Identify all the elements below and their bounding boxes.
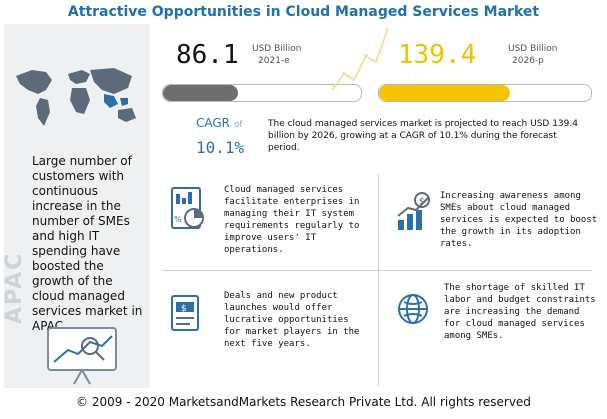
cagr-text: CAGR (196, 116, 231, 130)
metric-start-meta: USD Billion 2021-e (252, 44, 301, 66)
metric-end: 139.4 (398, 40, 476, 70)
metric-start-unit: USD Billion (252, 44, 302, 54)
metric-end-meta: USD Billion 2026-p (508, 44, 557, 66)
card-4-text: The shortage of skilled IT labor and bud… (444, 283, 596, 341)
metric-start-year: 2021-e (258, 56, 290, 66)
metric-start-bar (162, 84, 362, 102)
presentation-board-icon (47, 327, 117, 385)
metric-start: 86.1 (176, 40, 239, 70)
metric-end-year: 2026-p (512, 56, 544, 66)
svg-text:%: % (174, 215, 182, 224)
metric-start-value: 86.1 (176, 40, 239, 70)
cagr-value: 10.1% (196, 138, 245, 157)
region-label: APAC (4, 251, 27, 324)
money-document-icon: $ (171, 295, 199, 331)
cagr-of: of (233, 120, 243, 130)
world-map-icon (16, 68, 136, 126)
metric-end-value: 139.4 (398, 40, 477, 70)
region-summary: Large number of customers with continuou… (32, 154, 143, 333)
summary-text: The cloud managed services market is pro… (268, 119, 578, 153)
horizontal-divider (162, 270, 592, 271)
growth-chart-icon: $ (397, 192, 430, 230)
svg-text:$: $ (419, 197, 425, 207)
globe-icon (398, 294, 428, 324)
card-1-text: Cloud managed services facilitate enterp… (224, 185, 360, 255)
metric-end-unit: USD Billion (508, 44, 558, 54)
card-3-text: Deals and new product launches would off… (224, 291, 360, 349)
metric-end-bar-fill (379, 85, 511, 101)
card-2-text: Increasing awareness among SMEs about cl… (440, 191, 598, 249)
metric-start-bar-fill (163, 85, 239, 101)
svg-text:$: $ (181, 304, 187, 314)
footer-copyright: © 2009 - 2020 MarketsandMarkets Research… (76, 395, 531, 409)
page-title: Attractive Opportunities in Cloud Manage… (67, 4, 540, 20)
trend-line-decoration-icon (331, 27, 389, 91)
analytics-document-icon: % (171, 187, 204, 229)
region-panel: APAC Large number of customers with cont… (4, 24, 150, 388)
vertical-divider (378, 174, 379, 386)
cagr-label: CAGR of (196, 116, 243, 130)
metric-end-bar (378, 84, 592, 102)
